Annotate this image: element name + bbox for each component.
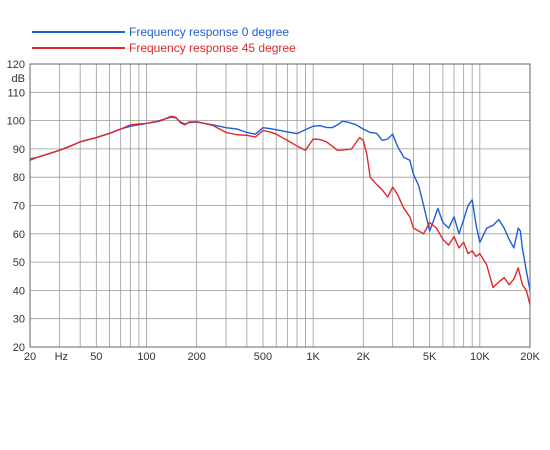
y-tick-label: 20 <box>13 342 25 354</box>
y-tick-label: 70 <box>13 201 25 213</box>
x-tick-label: 50 <box>90 351 102 363</box>
x-tick-label: 20 <box>24 351 36 363</box>
legend: Frequency response 0 degree Frequency res… <box>32 25 296 55</box>
y-tick-label: 80 <box>13 172 25 184</box>
series-line-1 <box>29 115 531 305</box>
y-tick-labels: 20 30 40 50 60 70 80 90 100 110 120 <box>7 59 25 354</box>
series-line-0 <box>29 116 531 291</box>
grid <box>29 63 531 348</box>
y-tick-label: 100 <box>7 116 25 128</box>
y-tick-label: 120 <box>7 59 25 71</box>
y-tick-label: 60 <box>13 229 25 241</box>
x-tick-label: 200 <box>187 351 205 363</box>
x-tick-label: 20K <box>520 351 540 363</box>
y-tick-label: 110 <box>7 87 25 99</box>
series-lines <box>29 115 531 305</box>
x-tick-label: 10K <box>470 351 490 363</box>
x-tick-label: 5K <box>423 351 437 363</box>
legend-label-0: Frequency response 0 degree <box>129 25 289 39</box>
y-unit-label: dB <box>12 73 25 85</box>
y-tick-label: 40 <box>13 285 25 297</box>
x-tick-label: 1K <box>306 351 320 363</box>
y-tick-label: 50 <box>13 257 25 269</box>
legend-label-1: Frequency response 45 degree <box>129 41 296 55</box>
x-tick-label: 2K <box>357 351 371 363</box>
x-tick-label: 100 <box>137 351 155 363</box>
y-tick-label: 90 <box>13 144 25 156</box>
y-tick-label: 30 <box>13 314 25 326</box>
x-tick-label: 500 <box>254 351 272 363</box>
plot-frame <box>29 63 531 348</box>
x-tick-labels: 20 50 100 200 500 1K 2K 5K 10K 20K Hz <box>24 351 541 363</box>
x-unit-label: Hz <box>55 351 68 363</box>
